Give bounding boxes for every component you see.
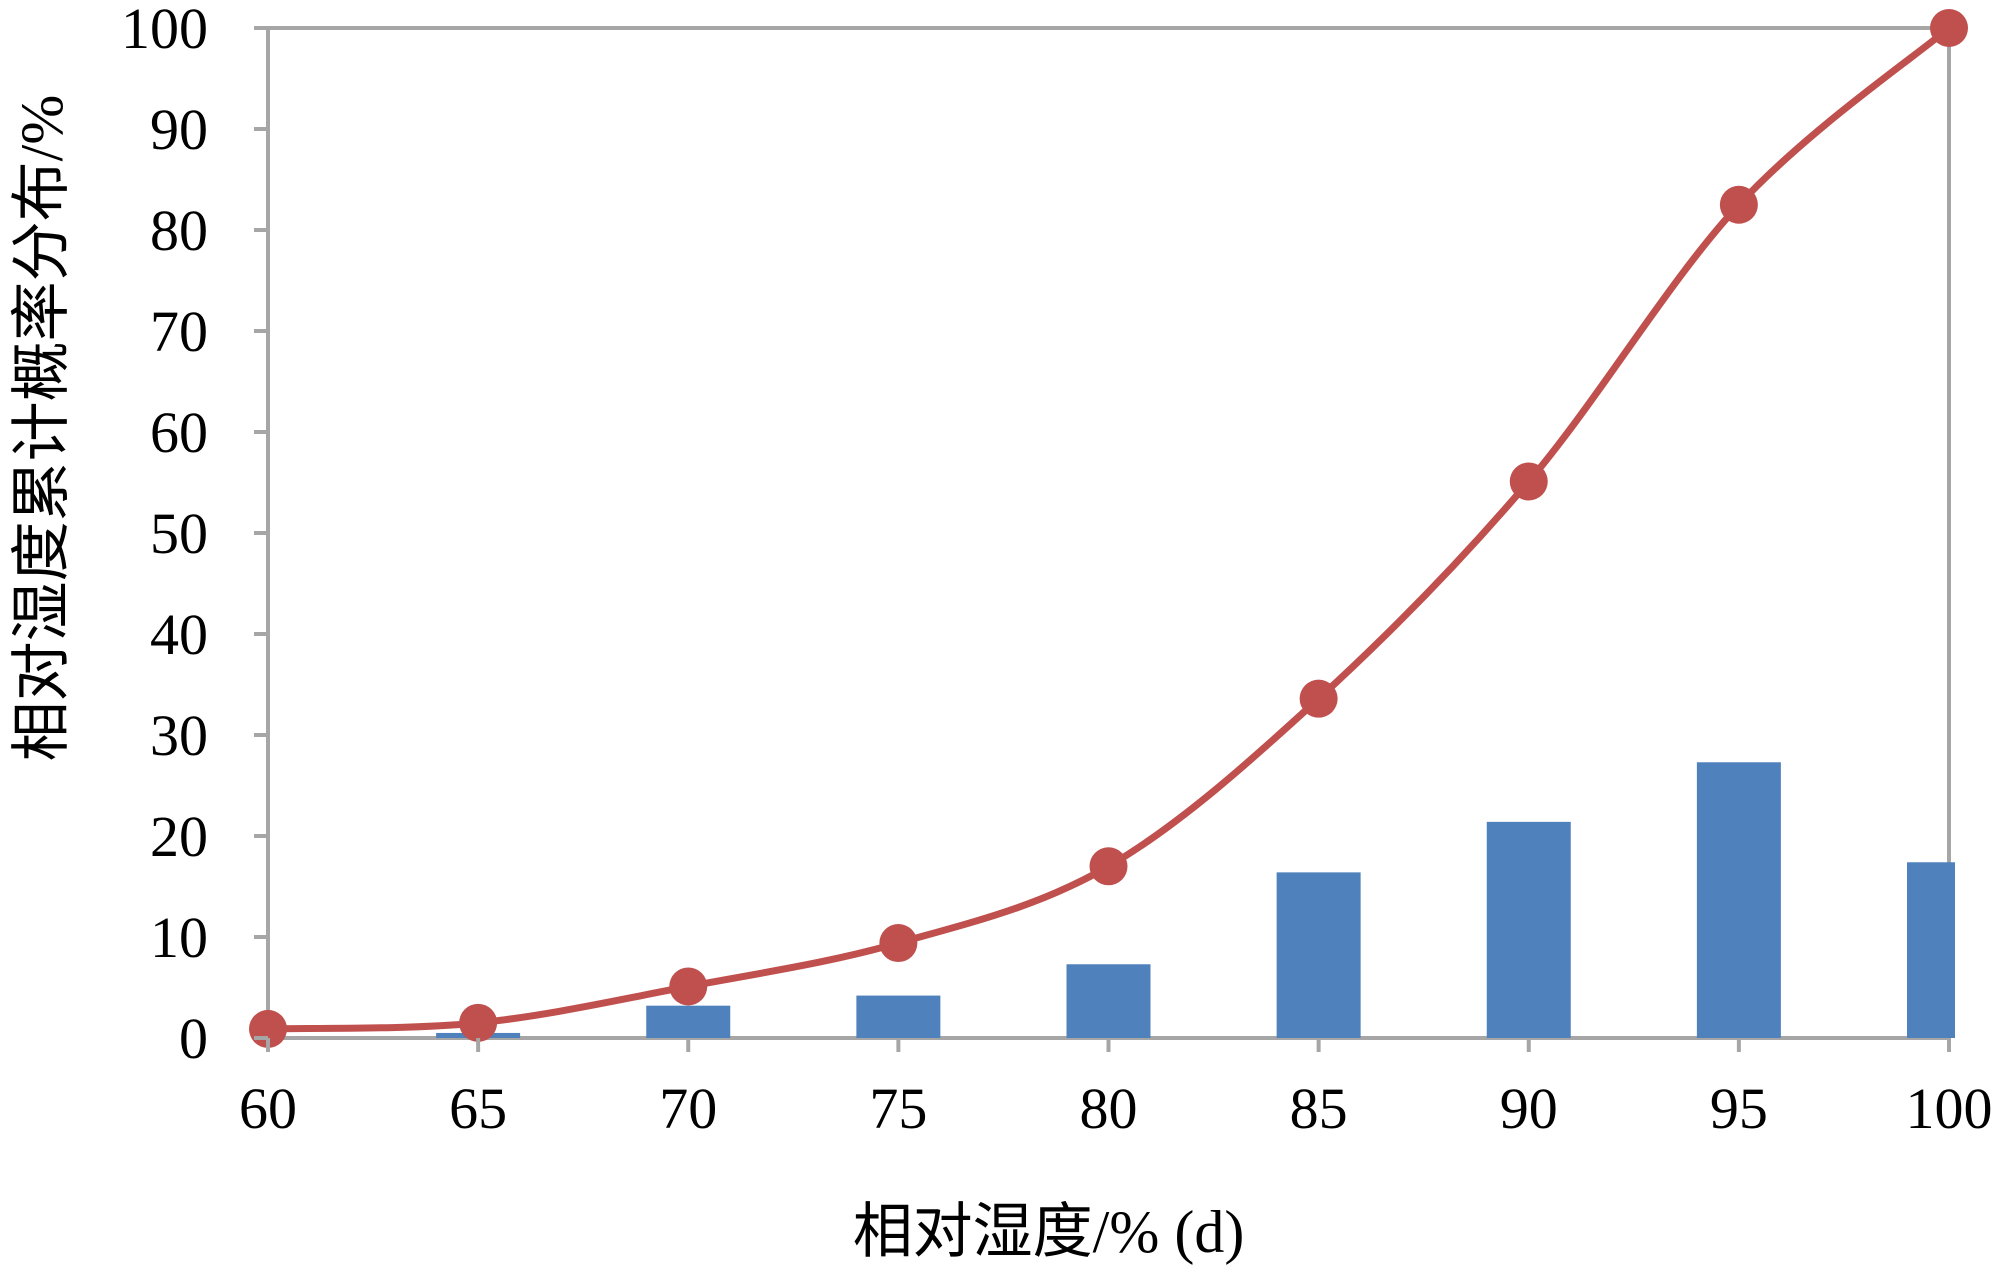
x-axis-title: 相对湿度/% (d) — [853, 1199, 1245, 1265]
y-tick-label: 30 — [150, 703, 208, 768]
cumulative-curve — [264, 24, 1953, 1033]
x-tick-label: 90 — [1500, 1076, 1558, 1141]
bar — [646, 1005, 731, 1038]
y-tick-label: 70 — [150, 299, 208, 364]
line-point — [669, 967, 708, 1006]
x-tick-label: 85 — [1290, 1076, 1348, 1141]
x-tick-label: 70 — [659, 1076, 717, 1141]
line-point — [1719, 185, 1758, 224]
x-tick-label: 60 — [239, 1076, 297, 1141]
x-tick-label: 100 — [1906, 1076, 1993, 1141]
y-tick-label: 10 — [150, 905, 208, 970]
bar — [1066, 964, 1151, 1038]
bar — [1907, 862, 1955, 1038]
frequency-bars — [436, 762, 1955, 1038]
bar — [1696, 762, 1781, 1038]
line-point — [1509, 462, 1548, 501]
line-point — [1089, 847, 1128, 886]
bar — [1486, 821, 1571, 1038]
plot-border — [266, 26, 1951, 1040]
bar — [856, 995, 941, 1038]
bar — [1276, 872, 1361, 1038]
plot-frame — [266, 26, 1951, 1040]
y-tick-label: 40 — [150, 602, 208, 667]
x-tick-label: 80 — [1080, 1076, 1138, 1141]
y-tick-label: 50 — [150, 501, 208, 566]
line-point — [1930, 9, 1968, 47]
y-tick-label: 80 — [150, 198, 208, 263]
line-point — [1299, 679, 1338, 718]
y-axis-ticks: 0 10 20 30 40 50 60 70 80 90 100 — [121, 0, 268, 1071]
line-point — [459, 1003, 498, 1042]
x-axis-ticks: 60 65 70 75 80 85 90 95 100 — [239, 1038, 1993, 1141]
y-tick-label: 60 — [150, 400, 208, 465]
x-tick-label: 65 — [449, 1076, 507, 1141]
y-tick-label: 100 — [121, 0, 208, 61]
y-tick-label: 20 — [150, 804, 208, 869]
cumulative-line — [249, 9, 1968, 1048]
y-tick-label: 0 — [179, 1006, 208, 1071]
line-point — [879, 924, 918, 963]
x-tick-label: 75 — [869, 1076, 927, 1141]
y-axis-title: 相对湿度累计概率分布/% — [9, 95, 75, 762]
y-tick-label: 90 — [150, 97, 208, 162]
x-tick-label: 95 — [1710, 1076, 1768, 1141]
